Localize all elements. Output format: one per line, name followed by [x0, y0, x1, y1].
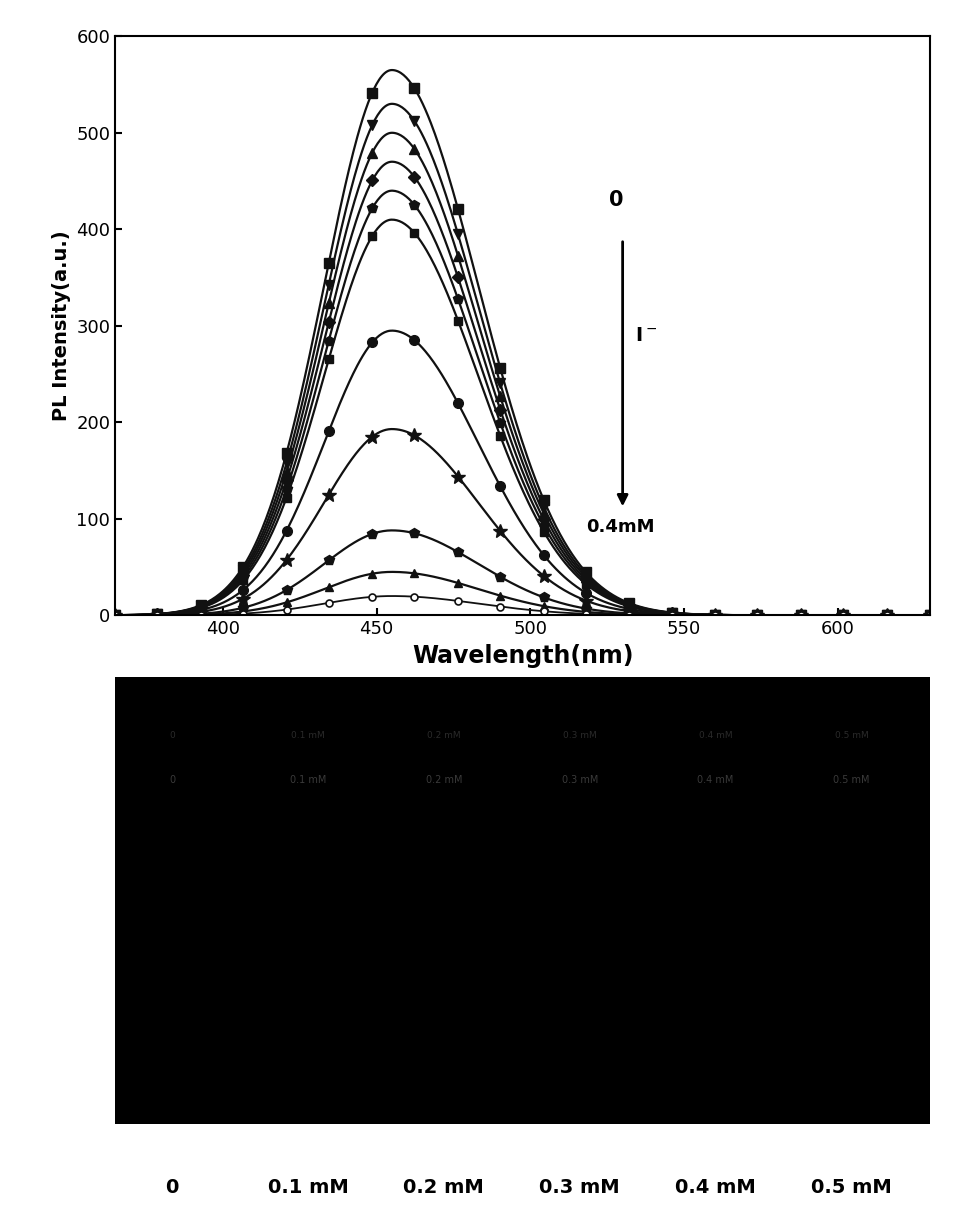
Text: 0.2 mM: 0.2 mM — [426, 775, 462, 785]
Text: 0.3 mM: 0.3 mM — [562, 775, 597, 785]
Text: 0.3 mM: 0.3 mM — [563, 730, 596, 740]
X-axis label: Wavelength(nm): Wavelength(nm) — [412, 643, 633, 667]
Text: 0.5 mM: 0.5 mM — [833, 775, 870, 785]
Text: I$^-$: I$^-$ — [635, 326, 657, 345]
Text: 0.4 mM: 0.4 mM — [675, 1178, 756, 1197]
Text: 0: 0 — [166, 1178, 178, 1197]
Text: 0.1 mM: 0.1 mM — [268, 1178, 348, 1197]
Text: 0.5 mM: 0.5 mM — [811, 1178, 892, 1197]
Text: 0.1 mM: 0.1 mM — [290, 775, 326, 785]
Text: 0.4mM: 0.4mM — [586, 519, 654, 536]
Y-axis label: PL Intensity(a.u.): PL Intensity(a.u.) — [52, 231, 71, 421]
Text: 0.4 mM: 0.4 mM — [699, 730, 733, 740]
Text: 0.2 mM: 0.2 mM — [404, 1178, 484, 1197]
Text: 0.1 mM: 0.1 mM — [292, 730, 325, 740]
Text: 0: 0 — [169, 775, 175, 785]
Text: 0: 0 — [170, 730, 175, 740]
Text: 0.2 mM: 0.2 mM — [427, 730, 460, 740]
Text: 0.5 mM: 0.5 mM — [834, 730, 868, 740]
Text: 0.4 mM: 0.4 mM — [697, 775, 734, 785]
Text: 0.3 mM: 0.3 mM — [539, 1178, 620, 1197]
Text: 0: 0 — [609, 190, 623, 210]
